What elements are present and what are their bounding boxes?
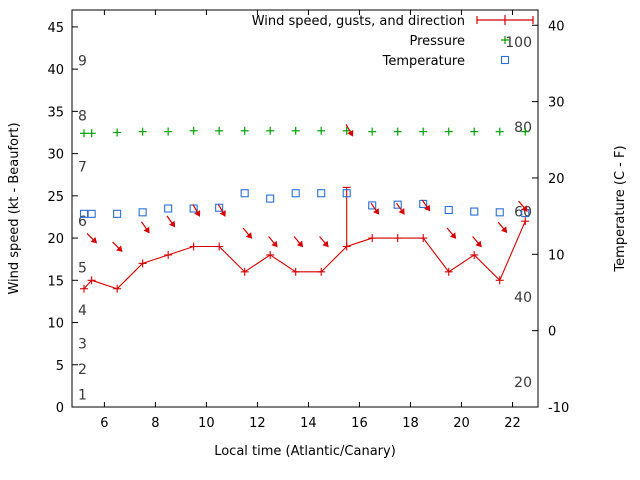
y-tick-label: 20 [47,232,64,247]
wind-direction-arrow-icon [446,227,457,239]
wind-direction-arrow-icon [345,124,354,137]
temperature-marker [470,207,479,216]
wind-direction-arrow-icon [268,236,278,248]
wind-direction-arrow-icon [86,233,98,244]
x-tick-label: 22 [504,416,521,431]
temperature-marker [266,194,275,203]
wind-speed-line [83,220,526,290]
wind-direction-arrow-icon [242,227,253,239]
beaufort-label: 5 [78,261,87,277]
legend-label-1: Wind speed, gusts, and direction [252,14,465,29]
y2-tick-label: 0 [548,325,556,340]
y-tick-label: 25 [47,190,64,205]
wind-direction-arrow-icon [166,215,176,228]
beaufort-label: 4 [78,303,87,319]
beaufort-label: 8 [78,109,87,125]
wind-direction-arrow-icon [370,202,380,215]
temperature-marker [368,201,377,210]
x-tick-label: 20 [453,416,470,431]
y-tick-label: 10 [47,317,64,332]
temperature-marker [113,209,122,218]
beaufort-label: 7 [78,159,87,175]
y-axis-title: Wind speed (kt - Beaufort) [7,122,22,294]
y2-tick-label: -10 [548,401,569,416]
fahrenheit-label: 100 [505,35,532,51]
wind-direction-arrow-icon [319,236,329,248]
temperature-marker [495,208,504,217]
temperature-marker [419,199,428,208]
y-tick-label: 35 [47,105,64,120]
wind-direction-arrow-icon [140,221,150,234]
y-tick-label: 45 [47,21,64,36]
wind-direction-arrow-icon [192,204,201,217]
wind-direction-arrow-icon [112,241,123,252]
temperature-marker [317,189,326,198]
temperature-marker [87,209,96,218]
y2-tick-label: 20 [548,172,565,187]
temperature-marker [444,205,453,215]
y2-axis-title: Temperature (C - F) [613,145,628,272]
x-tick-label: 6 [100,416,108,431]
fahrenheit-label: 80 [514,120,532,136]
wind-direction-arrow-icon [518,200,528,212]
beaufort-label: 9 [78,54,87,70]
wind-direction-arrow-icon [217,204,226,217]
y-tick-label: 40 [47,63,64,78]
fahrenheit-label: 20 [514,375,532,391]
y-tick-label: 30 [47,148,64,163]
y2-tick-label: 40 [548,19,565,34]
y2-tick-label: 30 [548,96,565,111]
temperature-marker [215,203,224,212]
temperature-marker [291,189,300,198]
beaufort-label: 3 [78,337,87,353]
x-tick-label: 10 [198,416,215,431]
temperature-marker [240,189,249,198]
temperature-marker [393,200,402,209]
legend-label-2: Pressure [409,34,465,49]
y-tick-label: 5 [56,359,64,374]
y-tick-label: 15 [47,274,64,289]
fahrenheit-label: 40 [514,290,532,306]
legend-label-3: Temperature [382,54,465,69]
plot-frame [71,9,539,408]
temperature-marker [79,209,89,218]
beaufort-label: 1 [78,387,87,403]
temperature-marker [164,204,173,213]
temperature-marker [342,189,351,198]
x-tick-label: 12 [249,416,266,431]
y-tick-label: 0 [56,401,64,416]
wind-direction-arrow-icon [293,236,304,248]
wind-direction-arrow-icon [472,236,482,248]
x-tick-label: 8 [151,416,159,431]
x-tick-label: 16 [351,416,368,431]
x-tick-label: 18 [402,416,419,431]
y2-tick-label: 10 [548,248,565,263]
beaufort-label: 2 [78,362,87,378]
temperature-marker [138,208,147,217]
x-axis-title: Local time (Atlantic/Canary) [214,444,396,459]
wind-direction-arrow-icon [497,221,508,233]
legend-square-swatch [500,55,510,65]
beaufort-label: 6 [78,214,87,230]
wind-direction-arrow-icon [421,199,431,212]
x-tick-label: 14 [300,416,317,431]
wind-direction-arrow-icon [396,202,405,215]
